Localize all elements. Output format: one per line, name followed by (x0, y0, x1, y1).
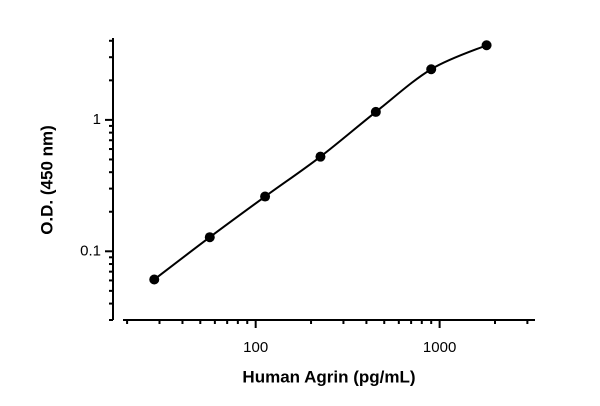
data-point (315, 151, 326, 162)
data-point (149, 274, 160, 285)
x-tick-label: 1000 (423, 339, 456, 356)
y-tick-label: 1 (93, 111, 101, 128)
x-tick-label: 100 (243, 339, 268, 356)
fit-curve (153, 44, 487, 281)
data-point (204, 232, 215, 243)
data-point (481, 40, 492, 51)
y-tick-label: 0.1 (80, 242, 101, 259)
data-point (370, 106, 381, 117)
data-point (260, 191, 271, 202)
y-axis-title: O.D. (450 nm) (37, 125, 56, 235)
data-point (426, 64, 437, 75)
x-axis-title: Human Agrin (pg/mL) (242, 367, 415, 386)
